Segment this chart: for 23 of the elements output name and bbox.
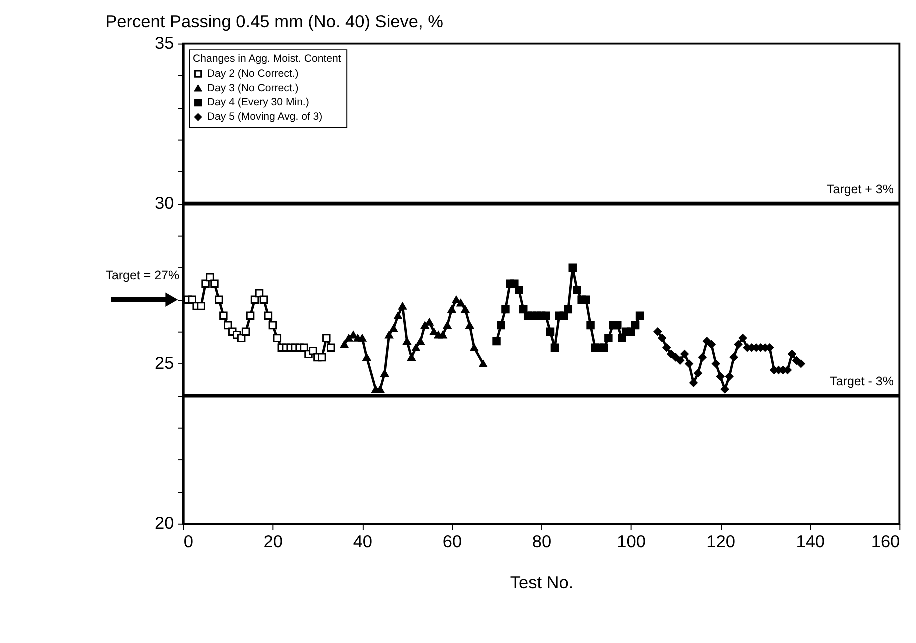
legend-label: Day 4 (Every 30 Min.) [207, 96, 310, 109]
legend-label: Day 3 (No Correct.) [207, 82, 299, 94]
x-tick-label: 100 [617, 531, 646, 552]
y-tick-label: 25 [155, 353, 174, 374]
x-tick-label: 40 [353, 531, 373, 552]
x-tick-label: 160 [871, 531, 900, 552]
x-tick-label: 20 [264, 531, 284, 552]
ref-line-label: Target + 3% [827, 182, 894, 196]
y-tick-label: 35 [155, 33, 174, 54]
x-tick-label: 60 [442, 531, 462, 552]
y-tick-label: 20 [155, 513, 174, 534]
legend-label: Day 2 (No Correct.) [207, 68, 299, 80]
y-tick-label: 30 [155, 193, 174, 214]
annotation: Target = 27% [106, 268, 180, 283]
x-axis-title: Test No. [510, 572, 574, 593]
x-tick-label: 80 [532, 531, 552, 552]
ref-line-label: Target - 3% [830, 374, 894, 388]
chart-title: Percent Passing 0.45 mm (No. 40) Sieve, % [106, 11, 444, 32]
legend-label: Day 5 (Moving Avg. of 3) [207, 111, 323, 124]
x-tick-label: 0 [184, 531, 194, 552]
legend-title: Changes in Agg. Moist. Content [192, 53, 342, 66]
x-tick-label: 140 [796, 531, 826, 552]
x-tick-label: 120 [706, 531, 736, 552]
